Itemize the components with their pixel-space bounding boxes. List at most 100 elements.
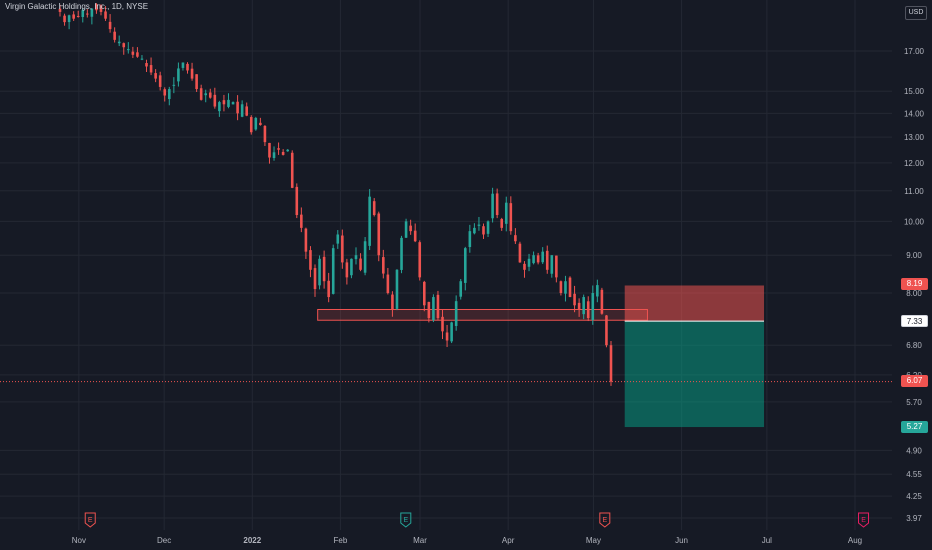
- candle-body: [331, 248, 335, 294]
- x-tick-label: Mar: [413, 536, 427, 545]
- candle-body: [76, 15, 80, 17]
- x-tick-label: Dec: [157, 536, 171, 545]
- candle-body: [95, 4, 98, 11]
- currency-button[interactable]: USD: [905, 6, 927, 20]
- y-tick-label: 17.00: [904, 47, 925, 56]
- earnings-icon-shape: [400, 512, 412, 528]
- candle-body: [154, 73, 157, 79]
- candle-body: [263, 125, 267, 143]
- candle-body: [104, 11, 107, 19]
- candle-body: [304, 228, 308, 252]
- candle-body: [359, 258, 362, 270]
- candle-body: [309, 250, 312, 270]
- candle-body: [477, 224, 481, 226]
- candle-body: [204, 93, 208, 96]
- x-tick-label: Jun: [675, 536, 688, 545]
- y-tick-label: 4.90: [906, 446, 922, 455]
- x-tick-label: May: [586, 536, 601, 545]
- candle-body: [322, 256, 326, 282]
- earnings-icon-shape: [858, 512, 870, 528]
- candle-body: [149, 65, 153, 73]
- candle-body: [249, 117, 253, 133]
- candle-body: [564, 281, 567, 294]
- candle-body: [213, 94, 217, 107]
- x-tick-label: 2022: [243, 536, 261, 545]
- candle-body: [318, 258, 321, 286]
- x-tick-label: Jul: [762, 536, 772, 545]
- candle-body: [582, 297, 585, 315]
- candle-body: [218, 102, 221, 112]
- candle-body: [158, 75, 162, 87]
- earnings-icon-glyph: E: [88, 517, 93, 524]
- price-axis[interactable]: 17.00 15.00 14.00 13.00 12.00 11.00 10.00 9.00 8…: [904, 47, 925, 523]
- candle-body: [404, 221, 408, 238]
- candle-body: [186, 63, 189, 71]
- candle-body: [413, 230, 417, 242]
- chart-title: Virgin Galactic Holdings, Inc., 1D, NYSE: [5, 2, 149, 11]
- candle-body: [290, 152, 294, 188]
- candle-body: [313, 268, 317, 290]
- candle-body: [81, 10, 85, 17]
- candle-body: [181, 62, 185, 68]
- candle-body: [486, 221, 490, 234]
- candle-body: [58, 8, 62, 12]
- candle-body: [327, 280, 330, 298]
- candle-body: [395, 269, 399, 309]
- candle-body: [113, 31, 116, 40]
- y-tick-label: 4.25: [906, 492, 922, 501]
- candle-body: [596, 285, 599, 297]
- candle-body: [568, 277, 572, 298]
- candle-body: [418, 242, 422, 278]
- candle-body: [463, 248, 467, 283]
- candle-body: [536, 255, 540, 263]
- candle-body: [441, 316, 444, 332]
- support-zone: [317, 308, 648, 321]
- candle-body: [532, 255, 535, 264]
- candle-body: [268, 142, 271, 158]
- candle-body: [300, 214, 303, 228]
- candle-body: [136, 52, 139, 57]
- candle-body: [555, 255, 558, 278]
- candle-body: [541, 251, 544, 263]
- candle-body: [422, 281, 426, 306]
- earnings-icon-shape: [84, 512, 96, 528]
- candle-body: [208, 92, 212, 98]
- candle-body: [500, 219, 504, 228]
- candle-body: [63, 15, 66, 23]
- candles: [58, 3, 613, 386]
- candle-body: [127, 49, 130, 51]
- candle-body: [108, 21, 112, 30]
- candle-body: [482, 226, 485, 235]
- annotations: [0, 285, 892, 428]
- candle-body: [163, 89, 167, 96]
- candle-body: [491, 193, 494, 219]
- candle-body: [122, 43, 126, 48]
- candle-body: [67, 15, 71, 23]
- candle-body: [514, 235, 517, 242]
- y-tick-label: 4.55: [906, 470, 922, 479]
- earnings-icon-glyph: E: [861, 517, 866, 524]
- candle-body: [550, 255, 554, 274]
- time-axis[interactable]: Nov Dec 2022 Feb Mar Apr May Jun Jul Aug: [72, 536, 862, 545]
- candle-body: [591, 293, 595, 321]
- candle-body: [72, 14, 75, 19]
- y-tick-label: 13.00: [904, 133, 925, 142]
- candle-body: [445, 332, 449, 341]
- earnings-icon-glyph: E: [602, 517, 607, 524]
- y-tick-label: 15.00: [904, 87, 925, 96]
- candle-body: [504, 202, 508, 224]
- x-tick-label: Feb: [334, 536, 348, 545]
- candle-body: [386, 274, 390, 294]
- candle-body: [450, 322, 453, 342]
- candle-body: [391, 294, 394, 310]
- y-tick-label: 9.00: [906, 251, 922, 260]
- y-tick-label: 5.70: [906, 398, 922, 407]
- candle-body: [495, 193, 499, 216]
- candle-body: [231, 102, 235, 105]
- candle-body: [281, 151, 285, 155]
- earnings-icon: E: [599, 512, 611, 528]
- candle-body: [190, 68, 194, 79]
- candle-body: [368, 196, 371, 246]
